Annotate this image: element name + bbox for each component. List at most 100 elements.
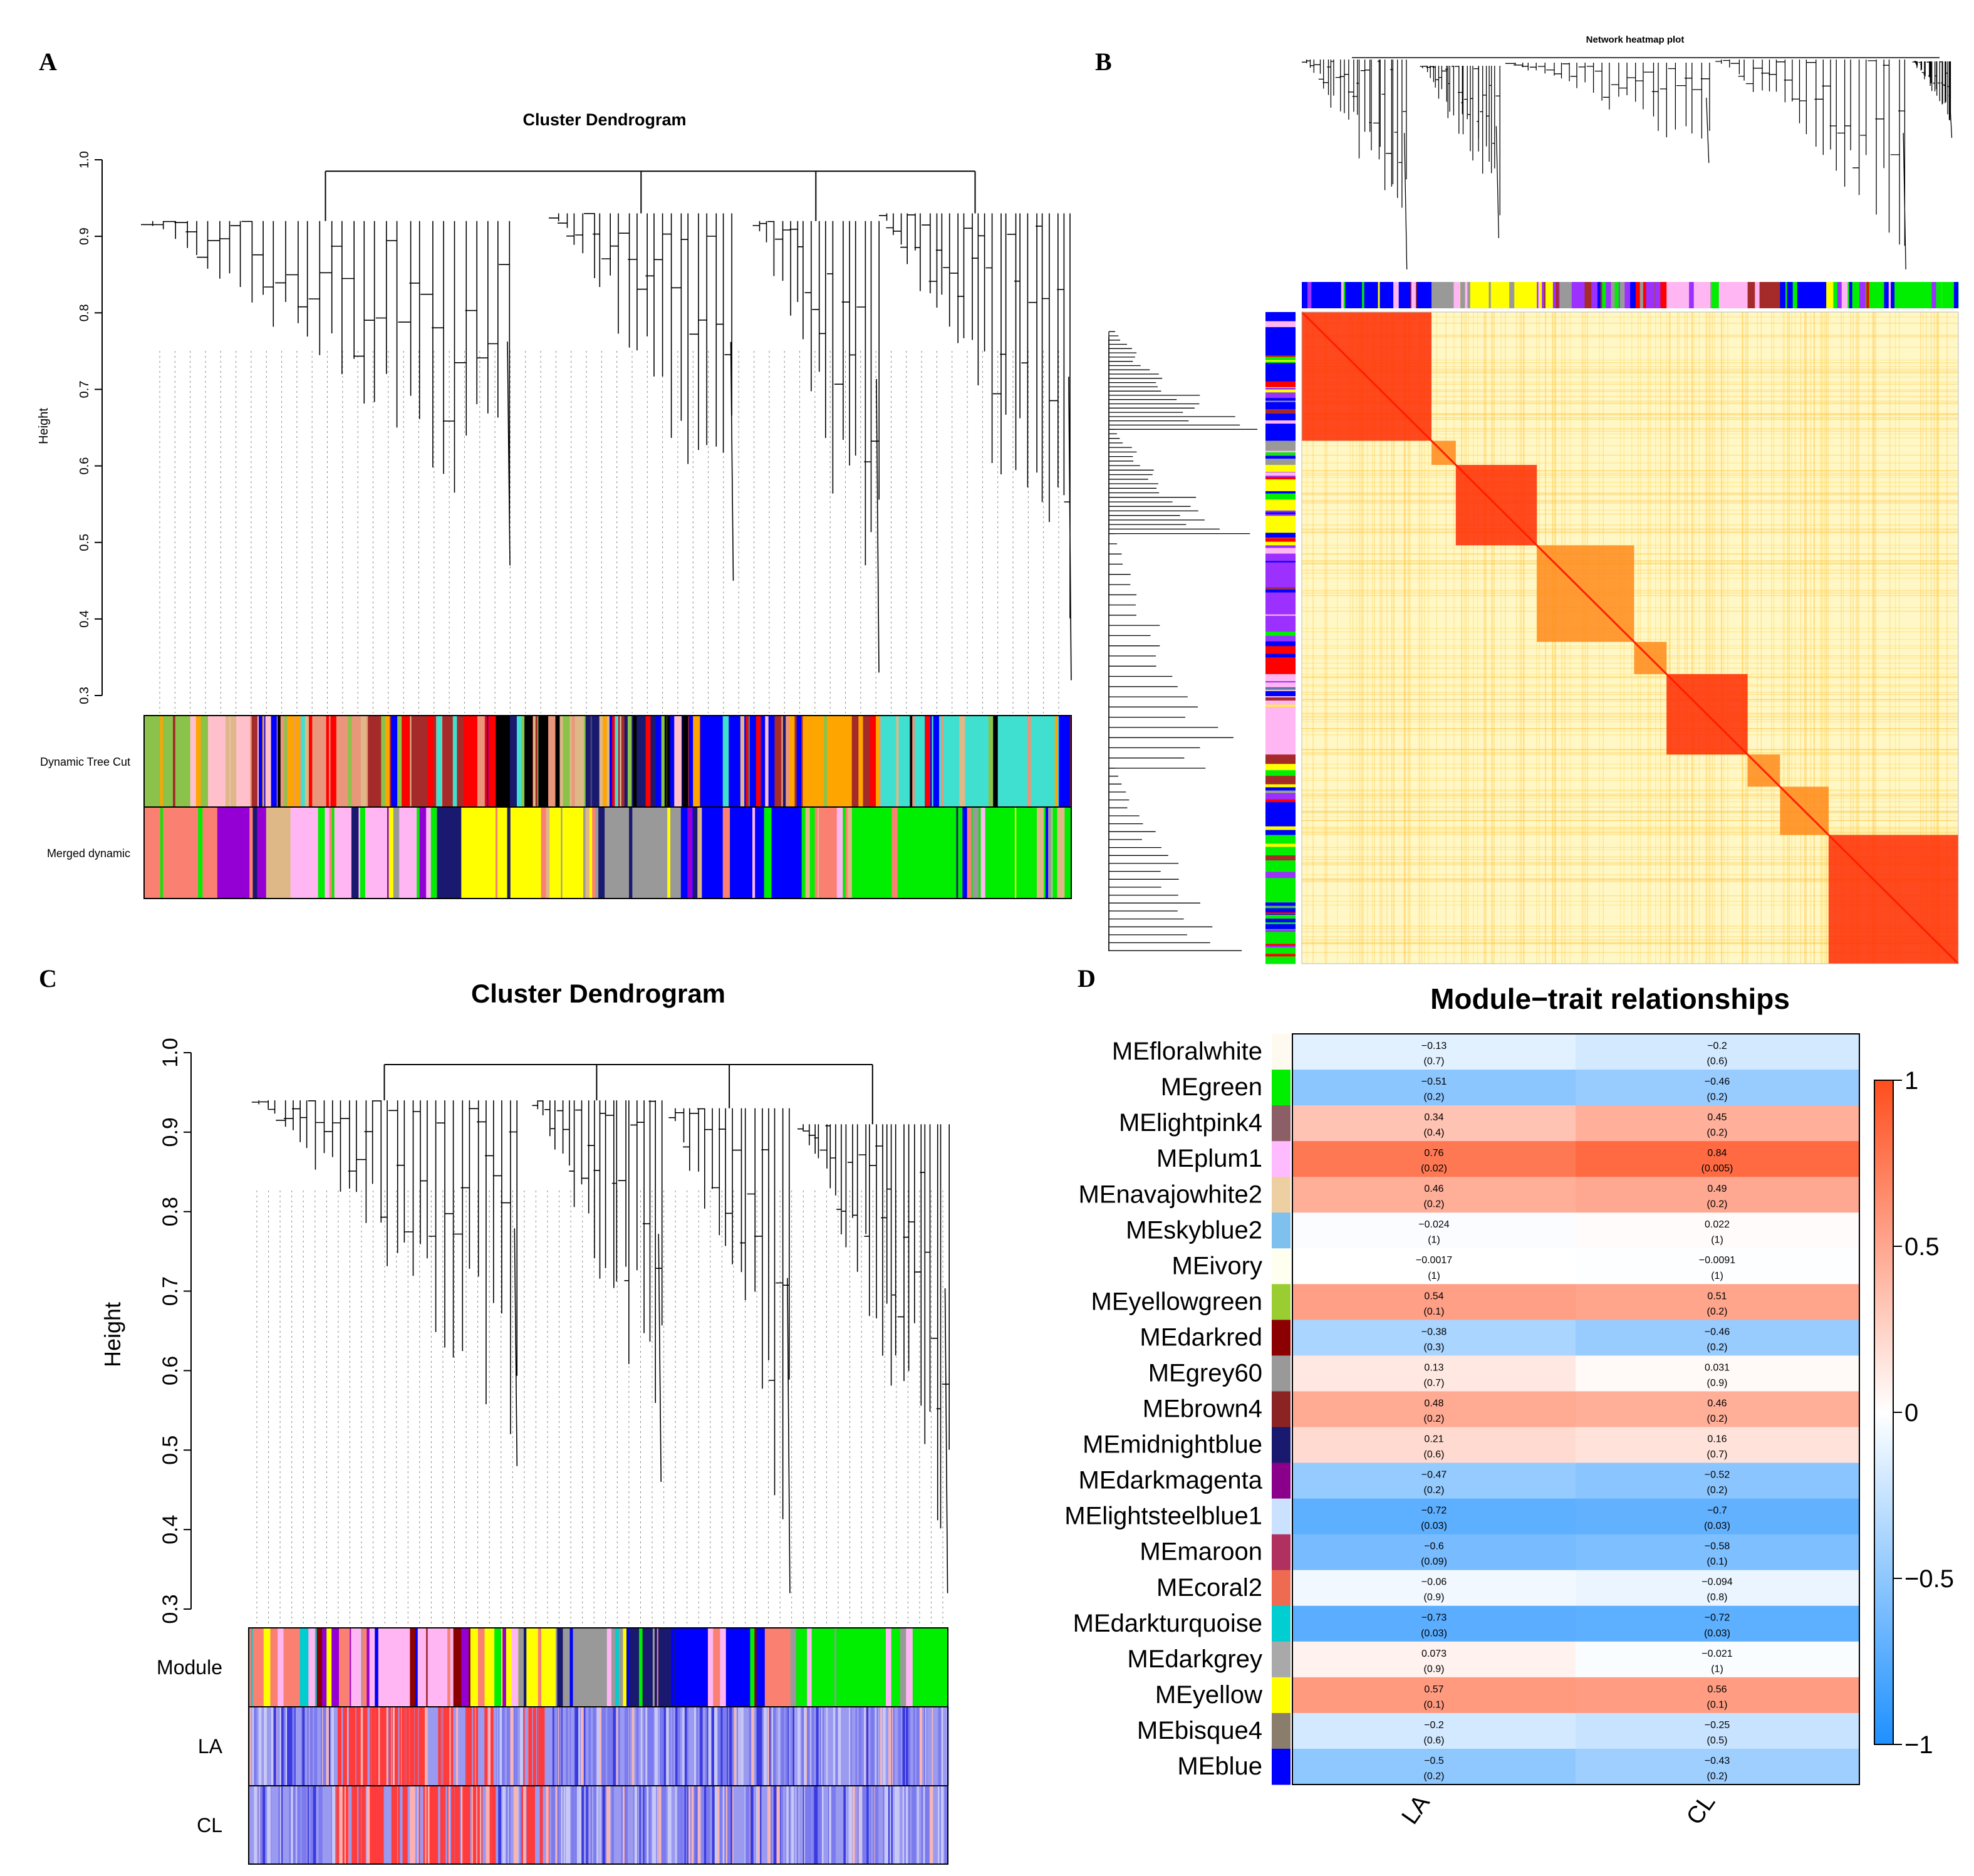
cell-p-14-1: (0.1) <box>1707 1556 1728 1567</box>
la-stripe-307 <box>616 1707 618 1786</box>
module-label-10: MEbrown4 <box>1143 1395 1262 1423</box>
dynamic-stripe-114 <box>381 716 388 807</box>
cl-stripe-167 <box>560 1786 563 1865</box>
merged-stripe-27 <box>891 807 898 899</box>
la-stripe-278 <box>766 1707 768 1786</box>
b-left-stripe-53 <box>1265 409 1296 414</box>
dynamic-stripe-22 <box>1027 716 1032 807</box>
cl-stripe-77 <box>714 1786 717 1865</box>
panel-a-tick-label-4: 0.7 <box>78 381 91 399</box>
heatmap-hline-117 <box>1302 545 1958 546</box>
heatmap-hline-116 <box>1302 831 1958 833</box>
la-stripe-337 <box>410 1707 413 1786</box>
cl-stripe-338 <box>291 1786 293 1865</box>
b-top-stripe-11 <box>1538 282 1540 308</box>
dynamic-stripe-116 <box>411 716 418 807</box>
cl-stripe-295 <box>925 1786 928 1865</box>
cl-stripe-90 <box>829 1786 832 1865</box>
c-module-stripe-1 <box>807 1628 812 1707</box>
heatmap-hline-49 <box>1302 832 1958 834</box>
dynamic-stripe-71 <box>839 716 846 807</box>
cl-stripe-81 <box>555 1786 558 1865</box>
panel-c-tick-label-4: 0.7 <box>158 1276 182 1306</box>
cell-cor-20-0: −0.5 <box>1424 1756 1444 1766</box>
la-stripe-354 <box>491 1707 494 1786</box>
cl-stripe-163 <box>757 1786 758 1865</box>
heatmap-vline-0 <box>1873 312 1875 964</box>
cell-p-5-1: (1) <box>1711 1235 1723 1246</box>
merged-stripe-57 <box>332 807 335 899</box>
la-stripe-212 <box>611 1707 613 1786</box>
cell-13-1 <box>1576 1498 1859 1535</box>
la-stripe-218 <box>873 1707 875 1786</box>
cl-stripe-364 <box>810 1786 812 1865</box>
cl-stripe-329 <box>404 1786 408 1865</box>
heatmap-vline-118 <box>1788 312 1790 964</box>
dynamic-stripe-59 <box>477 716 485 807</box>
panel-a-title: Cluster Dendrogram <box>522 110 686 129</box>
cell-p-17-1: (1) <box>1711 1664 1723 1674</box>
cl-stripe-113 <box>781 1786 783 1865</box>
cell-p-1-1: (0.2) <box>1707 1092 1728 1103</box>
la-stripe-145 <box>708 1707 712 1786</box>
cl-stripe-343 <box>436 1786 439 1865</box>
panel-a-tick-label-1: 0.4 <box>78 610 91 628</box>
la-stripe-185 <box>324 1707 326 1786</box>
c-module-stripe-20 <box>750 1628 755 1707</box>
dynamic-stripe-100 <box>863 716 871 807</box>
heatmap-vline-73 <box>1691 312 1693 964</box>
cl-stripe-150 <box>668 1786 670 1865</box>
cl-stripe-254 <box>727 1786 731 1865</box>
cell-p-1-0: (0.2) <box>1424 1092 1445 1103</box>
heatmap-hline-9 <box>1302 768 1958 769</box>
la-stripe-310 <box>395 1707 398 1786</box>
merged-stripe-28 <box>806 807 810 899</box>
dynamic-stripe-68 <box>251 716 257 807</box>
la-stripe-73 <box>855 1707 857 1786</box>
dynamic-stripe-108 <box>765 716 769 807</box>
heatmap-hline-151 <box>1302 790 1958 791</box>
b-left-stripe-32 <box>1265 737 1296 741</box>
dynamic-stripe-119 <box>633 716 637 807</box>
la-row-label: LA <box>198 1735 223 1758</box>
la-stripe-129 <box>707 1707 709 1786</box>
cell-8-1 <box>1576 1320 1859 1356</box>
cl-stripe-259 <box>527 1786 531 1865</box>
merged-stripe-58 <box>956 807 958 899</box>
dynamic-stripe-75 <box>870 716 876 807</box>
b-left-stripe-68 <box>1265 704 1296 707</box>
dynamic-stripe-49 <box>914 716 921 807</box>
cl-stripe-72 <box>394 1786 397 1865</box>
cl-stripe-242 <box>940 1786 944 1865</box>
heatmap-hline-114 <box>1302 359 1958 361</box>
la-stripe-121 <box>467 1707 470 1786</box>
cl-stripe-273 <box>313 1786 316 1865</box>
la-stripe-258 <box>714 1707 718 1786</box>
la-stripe-166 <box>360 1707 363 1786</box>
heatmap-vline-152 <box>1686 312 1688 964</box>
la-stripe-287 <box>502 1707 505 1786</box>
cell-9-0 <box>1292 1355 1576 1392</box>
la-stripe-210 <box>415 1707 418 1786</box>
cl-stripe-251 <box>566 1786 568 1865</box>
la-stripe-130 <box>362 1707 365 1786</box>
merged-stripe-14 <box>589 807 596 899</box>
heatmap-vline-32 <box>1727 312 1728 964</box>
trait-label-la: LA <box>1397 1790 1435 1830</box>
la-stripe-26 <box>374 1707 375 1786</box>
heatmap-vline-125 <box>1742 312 1743 964</box>
la-stripe-40 <box>258 1707 262 1786</box>
la-stripe-299 <box>756 1707 760 1786</box>
cl-stripe-311 <box>722 1786 725 1865</box>
heatmap-vline-151 <box>1784 312 1785 964</box>
merged-stripe-36 <box>387 807 389 899</box>
b-left-block-3 <box>1265 545 1296 642</box>
la-stripe-17 <box>271 1707 274 1786</box>
la-stripe-116 <box>294 1707 296 1786</box>
cl-stripe-123 <box>521 1786 524 1865</box>
heatmap-vline-57 <box>1461 312 1463 964</box>
merged-stripe-3 <box>419 807 427 899</box>
merged-stripe-8 <box>752 807 756 899</box>
cl-stripe-178 <box>669 1786 672 1865</box>
dynamic-stripe-120 <box>745 716 747 807</box>
